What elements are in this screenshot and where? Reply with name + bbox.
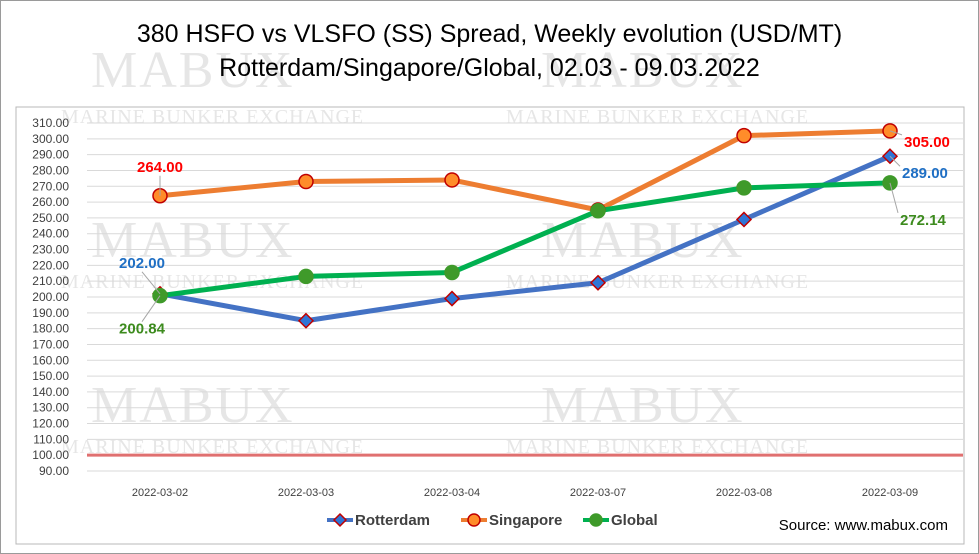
y-tick-label: 130.00 [32,401,69,415]
y-tick-label: 120.00 [32,417,69,431]
x-tick-label: 2022-03-07 [570,487,626,499]
data-label-rotterdam: 289.00 [902,165,948,182]
y-tick-label: 90.00 [39,464,69,478]
series-group [151,123,899,329]
legend-label-global: Global [611,512,658,529]
y-tick-label: 140.00 [32,385,69,399]
y-tick-label: 250.00 [32,211,69,225]
series-line-global [157,180,893,299]
data-point-singapore [444,172,460,188]
x-tick-label: 2022-03-08 [716,487,772,499]
x-axis-ticks: 2022-03-02 2022-03-03 2022-03-04 2022-03-07… [132,487,918,499]
data-point-singapore [736,127,752,144]
y-tick-label: 210.00 [32,274,69,288]
data-point-global [736,180,752,196]
data-label-rotterdam: 202.00 [119,255,165,272]
y-tick-label: 300.00 [32,132,69,146]
leader-line [889,155,901,167]
source-note: Source: www.mabux.com [778,517,948,534]
y-tick-label: 160.00 [32,353,69,367]
leader-line [889,130,903,136]
x-tick-label: 2022-03-03 [278,487,334,499]
x-tick-label: 2022-03-04 [424,487,480,499]
leader-line [141,271,161,295]
leader-line [141,295,161,322]
y-tick-label: 260.00 [32,195,69,209]
y-tick-label: 290.00 [32,148,69,162]
legend-marker-rotterdam [332,512,348,528]
x-tick-label: 2022-03-02 [132,487,188,499]
chart-title-line1: 380 HSFO vs VLSFO (SS) Spread, Weekly ev… [136,20,843,48]
legend-label-singapore: Singapore [489,512,562,529]
y-tick-label: 240.00 [32,227,69,241]
data-point-global [590,203,606,219]
chart-title-line2: Rotterdam/Singapore/Global, 02.03 - 09.0… [219,54,760,82]
y-tick-label: 170.00 [32,337,69,351]
y-tick-label: 230.00 [32,243,69,257]
y-tick-label: 190.00 [32,306,69,320]
data-point-global [444,264,460,281]
data-point-rotterdam [589,274,607,291]
y-tick-label: 110.00 [33,432,69,446]
y-tick-label: 280.00 [32,163,69,177]
plot-area-border [15,106,965,545]
y-tick-label: 310.00 [32,116,69,130]
data-label-singapore: 264.00 [137,159,183,176]
legend: Rotterdam Singapore Global [327,512,658,529]
leader-line [889,182,899,214]
x-tick-label: 2022-03-09 [862,487,918,499]
data-point-rotterdam [297,312,315,329]
data-labels-group: 202.00 289.00 264.00 305.00 200.84 272.14 [119,130,950,338]
y-tick-label: 270.00 [32,179,69,193]
chart-title: 380 HSFO vs VLSFO (SS) Spread, Weekly ev… [1,17,978,85]
legend-marker-singapore [467,513,481,527]
y-tick-label: 220.00 [32,258,69,272]
y-tick-label: 200.00 [32,290,69,304]
series-line-rotterdam [157,153,893,324]
legend-label-rotterdam: Rotterdam [355,512,430,529]
y-tick-label: 180.00 [32,322,69,336]
data-point-rotterdam [443,290,461,307]
gridlines [87,122,963,472]
data-label-global: 200.84 [119,321,166,338]
data-label-singapore: 305.00 [904,134,950,151]
data-label-global: 272.14 [900,212,947,229]
data-point-singapore [298,173,314,190]
data-point-global [298,268,314,285]
legend-marker-global [589,513,603,527]
data-point-rotterdam [735,211,753,228]
y-tick-label: 100.00 [32,448,69,462]
series-line-singapore [157,128,893,213]
y-tick-label: 150.00 [32,369,69,383]
